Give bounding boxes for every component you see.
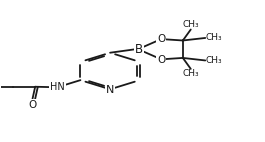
Text: CH₃: CH₃ (206, 56, 222, 65)
Text: N: N (106, 85, 114, 95)
Text: B: B (135, 43, 143, 56)
Text: O: O (28, 100, 37, 110)
Text: O: O (157, 34, 165, 43)
Text: CH₃: CH₃ (206, 34, 222, 42)
Text: HN: HN (50, 82, 65, 92)
Text: CH₃: CH₃ (182, 69, 199, 78)
Text: CH₃: CH₃ (182, 20, 199, 29)
Text: O: O (157, 55, 165, 65)
